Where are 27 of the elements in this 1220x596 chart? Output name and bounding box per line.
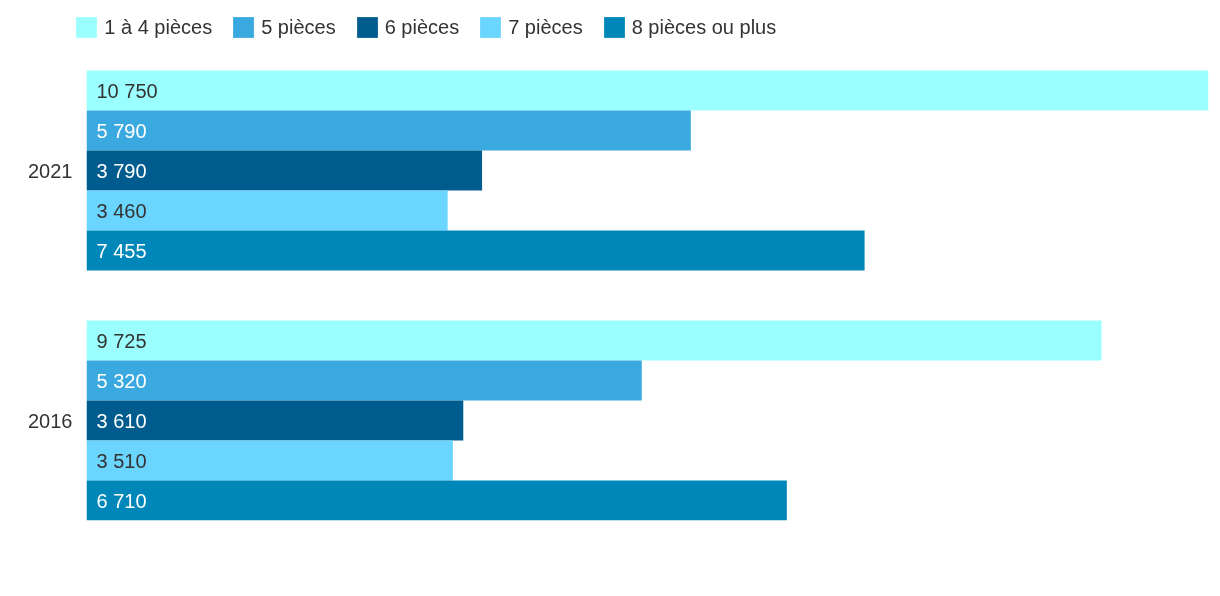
- legend-label: 1 à 4 pièces: [104, 15, 213, 39]
- bar: [86, 110, 691, 151]
- data-label: 10 750: [96, 79, 158, 102]
- data-label: 5 320: [96, 369, 147, 392]
- bar: [86, 150, 483, 191]
- bar: [86, 480, 787, 521]
- legend-label: 8 pièces ou plus: [631, 15, 777, 39]
- y-tick-label: 2016: [28, 409, 73, 432]
- bar: [86, 360, 642, 401]
- legend-label: 5 pièces: [261, 15, 336, 39]
- bar: [86, 400, 464, 441]
- data-label: 7 455: [96, 239, 147, 262]
- data-label: 3 610: [96, 409, 147, 432]
- legend-label: 7 pièces: [508, 15, 583, 39]
- legend-label: 6 pièces: [384, 15, 460, 39]
- bar: [86, 320, 1102, 361]
- y-tick-label: 2021: [28, 159, 73, 182]
- data-label: 3 790: [96, 159, 147, 182]
- data-label: 9 725: [96, 329, 147, 352]
- bar: [86, 70, 1209, 111]
- data-label: 6 710: [96, 489, 147, 512]
- data-label: 3 510: [96, 449, 147, 472]
- bar: [86, 230, 865, 271]
- data-label: 3 460: [96, 199, 147, 222]
- bar: [86, 190, 448, 231]
- bar: [86, 440, 453, 481]
- data-label: 5 790: [96, 119, 147, 142]
